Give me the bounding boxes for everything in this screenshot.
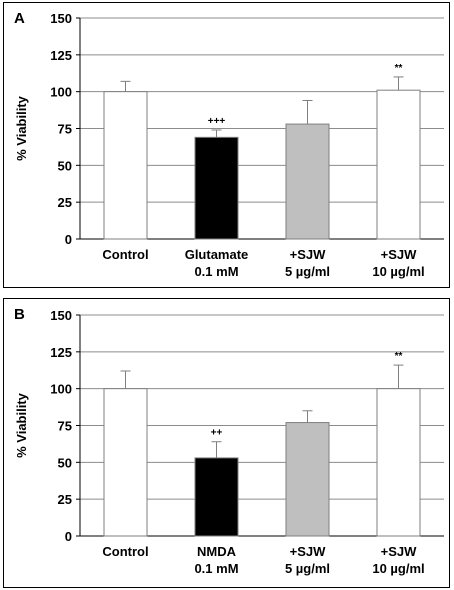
category-label: +SJW xyxy=(290,247,326,262)
y-axis-label: % Viability xyxy=(14,95,29,161)
category-label: NMDA xyxy=(197,544,237,559)
category-label: Glutamate xyxy=(185,247,249,262)
significance-label: +++ xyxy=(208,116,226,127)
y-tick-label: 50 xyxy=(58,158,72,173)
y-tick-label: 0 xyxy=(65,529,72,544)
y-tick-label: 25 xyxy=(58,492,72,507)
y-tick-label: 100 xyxy=(50,85,72,100)
y-tick-label: 0 xyxy=(65,232,72,247)
panel-b: B 0 25 50 75 100 125 150 % Viability Control ++ NMD… xyxy=(3,298,450,588)
y-tick-label: 50 xyxy=(58,455,72,470)
panel-a: A 0 25 50 75 100 125 150 % Viability Control +++ Gl… xyxy=(3,2,450,288)
y-axis-label: % Viability xyxy=(14,392,29,458)
category-label-line2: 10 µg/ml xyxy=(372,264,424,279)
panel-label: A xyxy=(14,10,25,27)
category-label: +SJW xyxy=(290,544,326,559)
y-tick-label: 25 xyxy=(58,195,72,210)
category-label: +SJW xyxy=(381,544,417,559)
category-label: +SJW xyxy=(381,247,417,262)
significance-label: ++ xyxy=(211,428,223,439)
y-tick-label: 125 xyxy=(50,345,72,360)
category-label-line2: 0.1 mM xyxy=(194,264,238,279)
y-tick-label: 150 xyxy=(50,308,72,323)
y-tick-label: 75 xyxy=(58,419,72,434)
category-label: Control xyxy=(102,544,148,559)
bar xyxy=(285,422,330,537)
chart-b: B 0 25 50 75 100 125 150 % Viability Control ++ NMD… xyxy=(14,306,444,576)
bar xyxy=(194,136,239,240)
category-label-line2: 5 µg/ml xyxy=(285,561,330,576)
y-tick-label: 125 xyxy=(50,48,72,63)
panel-label: B xyxy=(14,306,25,323)
chart-a: A 0 25 50 75 100 125 150 % Viability Control +++ Gl… xyxy=(14,10,444,279)
y-tick-label: 75 xyxy=(58,122,72,137)
significance-label: ** xyxy=(395,351,403,362)
bar xyxy=(194,457,239,537)
category-label-line2: 5 µg/ml xyxy=(285,264,330,279)
category-label-line2: 0.1 mM xyxy=(194,561,238,576)
y-tick-label: 100 xyxy=(50,382,72,397)
bar xyxy=(103,91,148,240)
bar xyxy=(103,388,148,537)
y-tick-label: 150 xyxy=(50,11,72,26)
category-label-line2: 10 µg/ml xyxy=(372,561,424,576)
bar xyxy=(285,123,330,240)
category-label: Control xyxy=(102,247,148,262)
bar xyxy=(376,388,421,537)
bar xyxy=(376,89,421,240)
significance-label: ** xyxy=(395,63,403,74)
